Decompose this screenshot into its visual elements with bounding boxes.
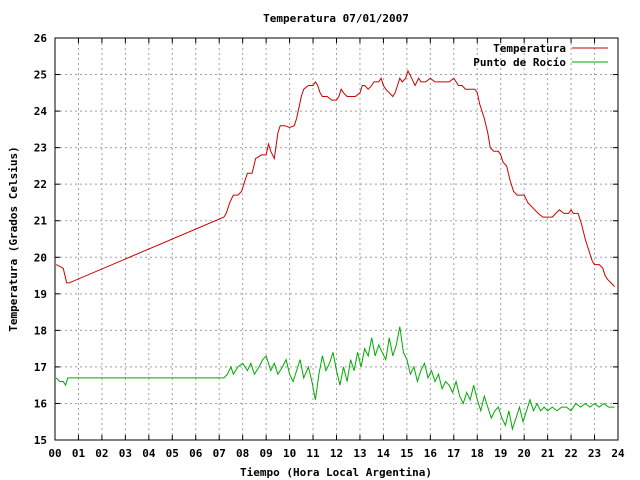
grid-lines <box>55 38 618 440</box>
chart-title: Temperatura 07/01/2007 <box>263 12 409 25</box>
x-tick-label: 20 <box>518 447 531 460</box>
x-tick-label: 14 <box>377 447 391 460</box>
y-tick-label: 17 <box>34 361 47 374</box>
x-tick-label: 01 <box>72 447 86 460</box>
x-tick-label: 19 <box>494 447 507 460</box>
x-tick-label: 18 <box>471 447 484 460</box>
x-tick-label: 09 <box>260 447 273 460</box>
x-tick-label: 13 <box>353 447 366 460</box>
x-tick-label: 12 <box>330 447 343 460</box>
y-tick-label: 16 <box>34 397 48 410</box>
x-tick-label: 15 <box>400 447 413 460</box>
y-tick-label: 24 <box>34 105 48 118</box>
data-series <box>55 69 615 431</box>
x-tick-label: 16 <box>424 447 438 460</box>
x-tick-label: 17 <box>447 447 460 460</box>
y-tick-label: 19 <box>34 288 47 301</box>
x-tick-label: 21 <box>541 447 555 460</box>
x-tick-label: 08 <box>236 447 249 460</box>
x-tick-label: 04 <box>142 447 156 460</box>
x-axis-label: Tiempo (Hora Local Argentina) <box>240 466 432 479</box>
x-tick-label: 05 <box>166 447 179 460</box>
legend-label-temperatura: Temperatura <box>493 42 566 55</box>
x-tick-label: 00 <box>48 447 61 460</box>
axis-ticks: 00 01 02 03 04 05 06 07 08 09 10 11 12 13 14 15 16 17 18 19… <box>34 32 625 460</box>
x-tick-label: 06 <box>189 447 203 460</box>
x-tick-label: 10 <box>283 447 296 460</box>
x-tick-label: 07 <box>213 447 226 460</box>
y-tick-label: 18 <box>34 324 47 337</box>
x-tick-label: 23 <box>588 447 601 460</box>
x-tick-label: 22 <box>564 447 577 460</box>
y-tick-label: 20 <box>34 251 47 264</box>
x-tick-label: 02 <box>95 447 108 460</box>
series-line-temperatura <box>55 69 615 287</box>
x-tick-label: 03 <box>119 447 132 460</box>
y-tick-label: 15 <box>34 434 47 447</box>
legend-label-punto-de-rocio: Punto de Rocío <box>473 56 566 69</box>
y-tick-label: 22 <box>34 178 47 191</box>
y-tick-label: 26 <box>34 32 48 45</box>
y-tick-label: 21 <box>34 215 48 228</box>
y-axis-label: Temperatura (Grados Celsius) <box>7 146 20 331</box>
series-line-punto-de-rocio <box>55 326 615 431</box>
x-tick-label: 24 <box>611 447 625 460</box>
y-tick-label: 25 <box>34 69 47 82</box>
y-tick-label: 23 <box>34 142 47 155</box>
x-tick-label: 11 <box>306 447 320 460</box>
